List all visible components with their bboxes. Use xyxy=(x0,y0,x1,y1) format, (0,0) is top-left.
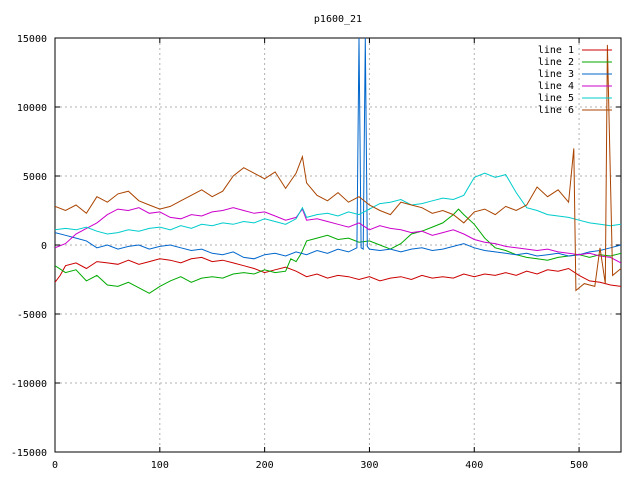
legend-label: line 1 xyxy=(538,45,574,56)
legend-label: line 6 xyxy=(538,105,574,116)
grid-lines xyxy=(55,38,621,452)
series-layer xyxy=(55,38,621,294)
axis-ticks: 0 100 200 300 400 500 -15000 -10000 -5000 0 5000 10… xyxy=(11,34,621,471)
y-tick-label: 15000 xyxy=(17,34,47,45)
legend-label: line 5 xyxy=(538,93,574,104)
y-tick-label: -5000 xyxy=(17,310,47,321)
series-line-5 xyxy=(55,172,621,235)
series-line-4 xyxy=(55,207,621,264)
x-tick-label: 300 xyxy=(360,460,378,471)
legend-label: line 4 xyxy=(538,81,574,92)
y-tick-label: -15000 xyxy=(11,448,47,459)
legend-label: line 3 xyxy=(538,69,574,80)
x-tick-label: 0 xyxy=(52,460,58,471)
series-line-3 xyxy=(55,38,621,260)
chart-title: p1600_21 xyxy=(314,14,362,25)
y-tick-label: 10000 xyxy=(17,103,47,114)
series-line-2 xyxy=(55,208,621,294)
x-tick-label: 100 xyxy=(151,460,169,471)
x-tick-label: 200 xyxy=(256,460,274,471)
y-tick-label: -10000 xyxy=(11,379,47,390)
y-tick-label: 5000 xyxy=(23,172,47,183)
x-tick-label: 500 xyxy=(570,460,588,471)
y-tick-label: 0 xyxy=(41,241,47,252)
legend-label: line 2 xyxy=(538,57,574,68)
series-line-6 xyxy=(55,44,621,292)
x-tick-label: 400 xyxy=(465,460,483,471)
series-line-1 xyxy=(55,256,621,287)
